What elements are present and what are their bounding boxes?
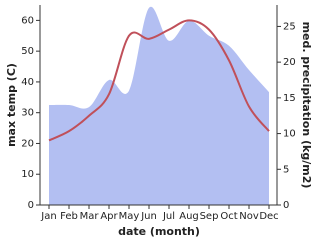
y-tick-label: 60 — [21, 15, 34, 26]
x-tick-label: Jun — [140, 211, 157, 222]
y2-tick-label: 15 — [283, 93, 296, 104]
x-tick-label: Oct — [220, 211, 237, 222]
x-tick-label: Mar — [80, 211, 100, 222]
y-tick-label: 0 — [28, 200, 34, 211]
temp-line — [48, 19, 270, 142]
x-tick-label: Jan — [40, 211, 56, 222]
y-axis-title: max temp (C) — [5, 63, 18, 147]
y-tick-label: 50 — [21, 46, 34, 57]
x-tick-label: May — [119, 211, 140, 222]
x-axis-title: date (month) — [118, 225, 200, 238]
y-tick-label: 40 — [21, 77, 34, 88]
precipitation-area — [49, 6, 269, 206]
x-tick-label: Jul — [162, 211, 175, 222]
y-tick-label: 10 — [21, 169, 34, 180]
y2-tick-label: 10 — [283, 129, 296, 140]
x-tick-label: Apr — [100, 211, 118, 222]
y2-tick-label: 20 — [283, 57, 296, 68]
x-tick-label: Sep — [200, 211, 219, 222]
y-tick-label: 30 — [21, 108, 34, 119]
x-tick-label: Aug — [179, 211, 199, 222]
x-tick-label: Feb — [60, 211, 78, 222]
y2-tick-label: 5 — [283, 164, 289, 175]
y2-axis-title: med. precipitation (kg/m2) — [300, 22, 313, 189]
x-tick-label: Dec — [259, 211, 278, 222]
x-tick-label: Nov — [239, 211, 259, 222]
y2-tick-label: 25 — [283, 21, 296, 32]
y-tick-label: 20 — [21, 138, 34, 149]
y2-tick-label: 0 — [283, 200, 289, 211]
